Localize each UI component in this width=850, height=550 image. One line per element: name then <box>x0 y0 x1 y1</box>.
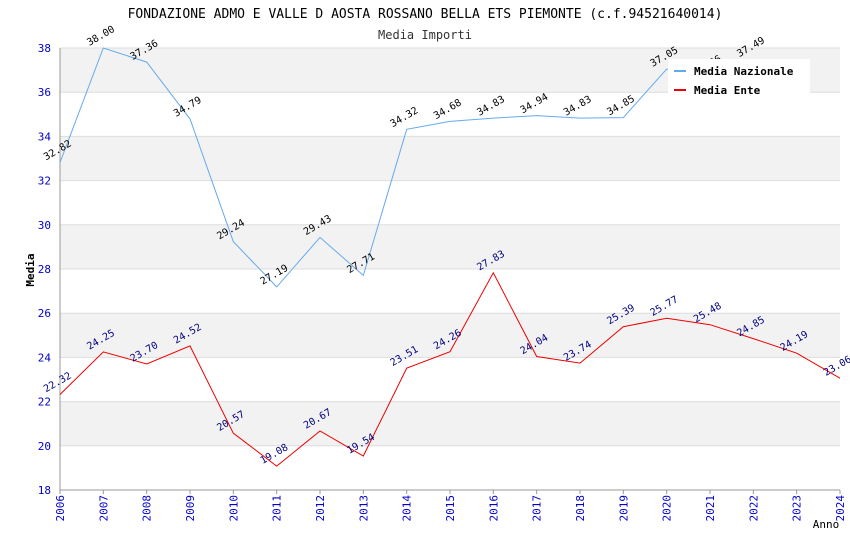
grid-band <box>60 313 840 358</box>
x-tick-label: 2016 <box>487 495 500 521</box>
y-tick-label: 36 <box>38 86 51 99</box>
series-line-nazionale <box>59 47 754 288</box>
grid-band <box>60 224 840 269</box>
x-tick-label: 2011 <box>271 495 284 522</box>
x-tick-label: 2022 <box>747 495 760 522</box>
x-tick-label: 2021 <box>704 495 717 522</box>
legend-box <box>668 59 810 97</box>
y-tick-labels: 18 20 22 24 26 28 30 32 34 36 38 <box>38 42 52 497</box>
y-tick-label: 34 <box>38 130 52 143</box>
x-tick-label: 2008 <box>141 495 154 522</box>
legend: Media Nazionale Media Ente <box>668 59 810 97</box>
y-tick-label: 22 <box>38 396 51 409</box>
grid-band <box>60 136 840 181</box>
x-tick-label: 2023 <box>791 495 804 522</box>
y-tick-label: 32 <box>38 175 51 188</box>
x-tick-label: 2012 <box>314 495 327 522</box>
x-tick-label: 2007 <box>97 495 110 522</box>
chart-subtitle: Media Importi <box>378 28 472 42</box>
data-label: 34.32 <box>389 105 421 130</box>
data-label: 22.32 <box>42 371 74 396</box>
x-tick-label: 2009 <box>184 495 197 522</box>
y-tick-label: 20 <box>38 440 51 453</box>
chart-title: FONDAZIONE ADMO E VALLE D AOSTA ROSSANO … <box>128 7 723 22</box>
x-tick-label: 2024 <box>834 495 847 522</box>
x-tick-label: 2020 <box>661 495 674 522</box>
x-tick-labels: 2006 2007 2008 2009 2010 2011 2012 2013 2014 2015… <box>54 490 847 522</box>
x-tick-label: 2010 <box>227 495 240 522</box>
data-label: 34.83 <box>562 94 594 119</box>
x-axis-label: Anno <box>813 518 840 531</box>
x-tick-label: 2018 <box>574 495 587 522</box>
data-label: 34.85 <box>605 94 637 119</box>
x-tick-label: 2006 <box>54 495 67 522</box>
legend-label-ente: Media Ente <box>694 84 761 97</box>
y-tick-label: 18 <box>38 484 51 497</box>
legend-label-nazionale: Media Nazionale <box>694 65 794 78</box>
x-tick-label: 2014 <box>401 495 414 522</box>
x-tick-label: 2013 <box>357 495 370 522</box>
grid-lines <box>60 47 840 491</box>
grid-bands <box>60 48 840 446</box>
y-tick-label: 28 <box>38 263 51 276</box>
series-line-ente <box>59 271 841 467</box>
data-label: 38.00 <box>85 24 117 49</box>
y-tick-label: 24 <box>38 351 52 364</box>
y-axis-label: Media <box>24 253 37 286</box>
y-tick-label: 26 <box>38 307 51 320</box>
x-tick-label: 2017 <box>531 495 544 522</box>
data-label: 34.94 <box>519 92 551 117</box>
x-tick-label: 2015 <box>444 495 457 522</box>
data-label: 34.83 <box>475 94 507 119</box>
grid-band <box>60 401 840 446</box>
y-tick-label: 38 <box>38 42 51 55</box>
x-tick-label: 2019 <box>617 495 630 522</box>
data-label: 34.68 <box>432 97 464 122</box>
y-tick-label: 30 <box>38 219 51 232</box>
